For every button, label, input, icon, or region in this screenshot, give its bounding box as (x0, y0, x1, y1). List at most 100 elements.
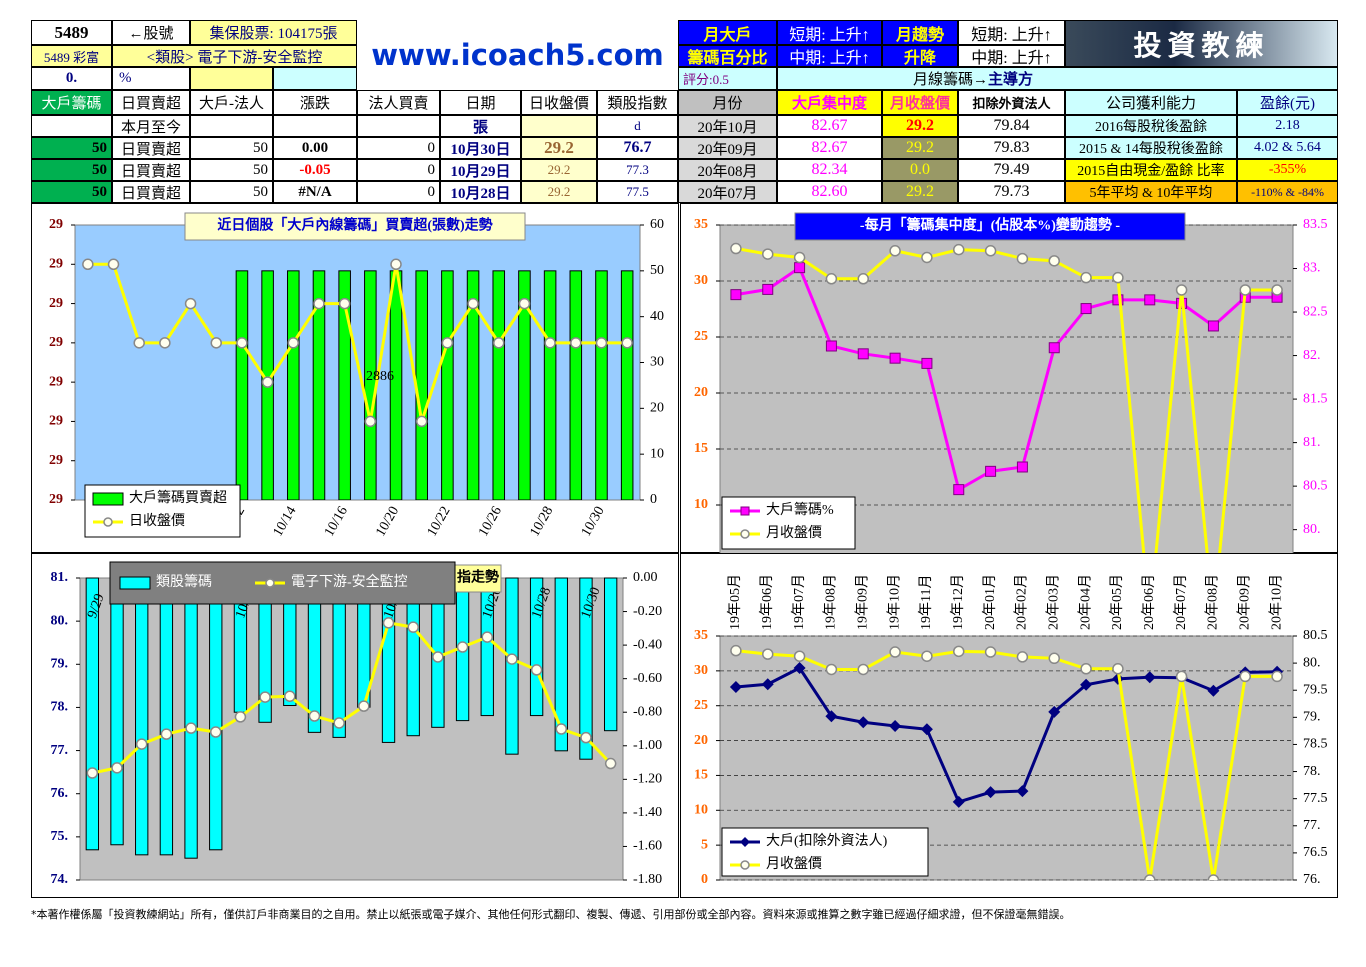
bar (620, 270, 634, 500)
marker (287, 337, 300, 349)
title-box (184, 212, 526, 241)
y-tick-label: 35 (694, 217, 708, 232)
table-cell: 10月29日 (440, 159, 521, 181)
bar (603, 577, 618, 732)
y2-tick-label: -0.80 (633, 704, 662, 719)
marker (1144, 874, 1156, 880)
marker (793, 251, 806, 264)
marker (889, 646, 901, 658)
legend-swatch (119, 576, 151, 590)
x-tick-label: 20年05月 (1109, 574, 1125, 630)
bar (441, 270, 454, 500)
marker (920, 723, 933, 736)
marker (604, 757, 617, 770)
y2-tick-label: 60 (650, 217, 664, 232)
marker (740, 529, 750, 539)
marker (889, 352, 901, 364)
table-cell: 張 (440, 115, 521, 137)
marker (261, 376, 274, 388)
legend-label: 類股籌碼 (156, 574, 212, 590)
table-cell: 0 (357, 159, 440, 181)
table-header-cell: 大戶集中度 (777, 90, 882, 115)
table-cell: 4.02 & 5.64 (1237, 137, 1338, 159)
bar (364, 270, 377, 500)
y2-tick-label: -0.60 (633, 671, 662, 686)
chart-title: -每月「籌碼集中度」(佔股本%)變動趨勢 - (860, 217, 1120, 234)
y2-tick-label: -1.20 (633, 772, 662, 787)
table-cell: 2015 & 14每股稅後盈餘 (1065, 137, 1237, 159)
y-tick-label: 29 (49, 296, 63, 311)
marker (857, 716, 870, 729)
marker (761, 678, 774, 691)
leader: 主導方 (988, 72, 1034, 88)
table-cell: 29.2 (882, 137, 958, 159)
y-tick-label: 30 (694, 273, 708, 288)
bar (466, 270, 480, 500)
marker (985, 465, 997, 477)
y-tick-label: 5 (701, 837, 708, 852)
table-cell: 29.2 (521, 181, 597, 203)
y2-tick-label: 30 (650, 355, 664, 370)
marker (1016, 651, 1029, 663)
y2-tick-label: -1.60 (633, 839, 662, 854)
marker (358, 700, 370, 712)
y2-tick-label: -1.40 (633, 805, 662, 820)
marker (210, 337, 222, 349)
marker (481, 631, 493, 643)
table-cell: -110% & -84% (1237, 181, 1338, 203)
bar (595, 270, 608, 500)
marker (740, 506, 750, 516)
title-box (794, 212, 1186, 241)
y2-tick-label: 0 (650, 492, 657, 507)
y2-tick-label: 76. (1303, 872, 1321, 887)
table-cell: 日買賣超 (112, 159, 190, 181)
y2-tick-label: 82. (1303, 348, 1321, 363)
table-cell: 50 (31, 159, 112, 181)
marker (308, 710, 321, 722)
code-label: ←股號 (112, 20, 190, 45)
score: 評分:0.5 (678, 67, 777, 90)
table-cell: 0.00 (273, 137, 357, 159)
table-cell: 82.67 (777, 137, 882, 159)
table-header-cell: 法人買賣 (357, 90, 440, 115)
marker (730, 242, 742, 255)
table-cell: 77.5 (597, 181, 678, 203)
marker (1112, 271, 1124, 284)
table-cell: 76.7 (597, 137, 678, 159)
chart-panel: 0 5 10 15 20 25 30 35 76. 76.5 77. 77.5 78. 78.5 79. 79… (680, 553, 1338, 898)
x-tick-label: 20年01月 (982, 574, 998, 630)
y-tick-label: 0 (701, 872, 708, 887)
marker (1175, 670, 1188, 683)
annotation: 2886 (366, 369, 394, 384)
marker (493, 337, 505, 349)
marker (518, 297, 531, 310)
x-tick-label: 20年06月 (1141, 574, 1157, 630)
table-header-cell: 公司獲利能力 (1065, 90, 1237, 115)
y-tick-label: 75. (51, 829, 69, 844)
mid1: 中期: 上升↑ (777, 45, 882, 67)
y2-tick-label: 81.5 (1303, 391, 1328, 406)
y-tick-label: 15 (694, 441, 708, 456)
x-tick-label: 19年12月 (950, 574, 966, 630)
table-cell (521, 115, 597, 137)
marker (1080, 678, 1093, 691)
title-box (454, 564, 502, 593)
y2-tick-label: 20 (650, 401, 664, 416)
marker (1112, 294, 1124, 306)
table-cell: -355% (1237, 159, 1338, 181)
table-cell: 50 (190, 159, 273, 181)
plot-content (729, 644, 1284, 880)
marker (185, 722, 197, 734)
blank-cell (273, 67, 357, 90)
marker (825, 340, 837, 352)
x-tick-label: 19年06月 (759, 574, 775, 630)
y2-tick-label: 78. (1303, 764, 1321, 779)
y-tick-label: 29 (49, 492, 63, 507)
x-tick-label: 19年11月 (918, 575, 934, 630)
marker (793, 650, 806, 662)
y2-tick-label: 83. (1303, 261, 1321, 276)
marker (1144, 294, 1156, 306)
marker (740, 860, 750, 870)
marker (1048, 342, 1060, 354)
